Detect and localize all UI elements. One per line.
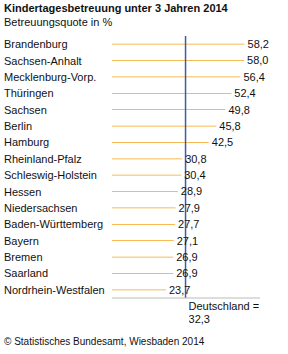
svg-text:Sachsen-Anhalt: Sachsen-Anhalt [8,55,82,67]
svg-text:Bremen: Bremen [8,251,43,263]
svg-text:Niedersachsen: Niedersachsen [8,202,77,214]
svg-text:Sachsen: Sachsen [8,104,47,116]
svg-text:27,1: 27,1 [177,235,198,247]
svg-text:Baden-Württemberg: Baden-Württemberg [8,218,103,230]
svg-text:Mecklenburg-Vorp.: Mecklenburg-Vorp. [8,71,96,83]
svg-text:30,4: 30,4 [184,169,205,181]
svg-text:42,5: 42,5 [212,136,233,148]
svg-text:Hamburg: Hamburg [8,136,49,148]
svg-text:45,8: 45,8 [219,120,240,132]
svg-text:Hessen: Hessen [8,186,41,198]
svg-text:27,9: 27,9 [179,202,200,214]
svg-text:58,2: 58,2 [248,38,269,50]
svg-text:58,0: 58,0 [247,54,268,66]
svg-text:56,4: 56,4 [243,71,264,83]
svg-text:27,7: 27,7 [178,218,199,230]
svg-text:52,4: 52,4 [234,87,255,99]
html-text:Kindertagesbetreuung unter 3 J: Kindertagesbetreuung unter 3 Jahren 2014 [4,2,228,14]
svg-text:Brandenburg: Brandenburg [8,38,68,50]
html-text:Deutschland = 32,3: Deutschland = 32,3 [188,300,260,325]
svg-text:49,8: 49,8 [228,104,249,116]
svg-text:Bayern: Bayern [8,235,39,247]
svg-text:Berlin: Berlin [8,120,32,132]
svg-text:Saarland: Saarland [8,267,48,279]
html-text:Betreuungsquote in %: Betreuungsquote in % [4,16,113,28]
svg-text:Rheinland-Pfalz: Rheinland-Pfalz [8,153,82,165]
svg-text:Nordrhein-Westfalen: Nordrhein-Westfalen [8,284,105,296]
svg-text:Schleswig-Holstein: Schleswig-Holstein [8,169,97,181]
svg-text:28,9: 28,9 [181,185,202,197]
svg-text:30,8: 30,8 [185,153,206,165]
svg-text:Thüringen: Thüringen [8,87,54,99]
svg-text:26,9: 26,9 [176,267,197,279]
svg-text:23,7: 23,7 [169,284,190,296]
html-text:© Statistisches Bundesamt, Wie: © Statistisches Bundesamt, Wiesbaden 201… [4,336,205,347]
svg-text:26,9: 26,9 [176,251,197,263]
